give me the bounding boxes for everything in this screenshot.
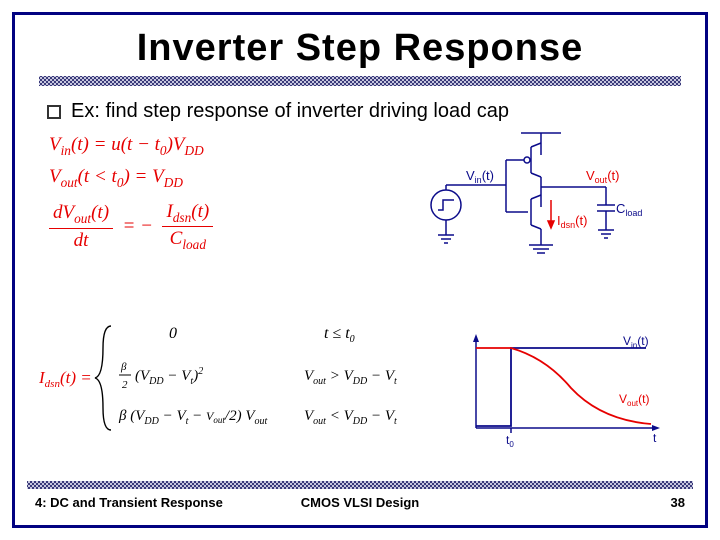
circuit-label-idsn: Idsn(t) — [557, 213, 587, 230]
title-separator — [39, 76, 681, 86]
circuit-diagram: Vin(t) Vout(t) Cload Idsn(t) — [411, 125, 651, 275]
slide-frame: Inverter Step Response Ex: find step res… — [12, 12, 708, 528]
svg-text:t ≤ t0: t ≤ t0 — [324, 325, 355, 345]
plot-label-vout: Vout(t) — [619, 392, 649, 408]
footer-center: CMOS VLSI Design — [27, 495, 693, 510]
svg-text:β (VDD − Vt − Vout/2) Vout: β (VDD − Vt − Vout/2) Vout — [118, 408, 267, 427]
svg-text:2: 2 — [122, 379, 128, 391]
bullet-text: Ex: find step response of inverter drivi… — [71, 100, 509, 123]
bullet-marker — [47, 105, 61, 119]
svg-text:0: 0 — [169, 325, 177, 342]
circuit-label-vout: Vout(t) — [586, 168, 619, 185]
equation-vout-initial: Vout(t < t0) = VDD — [49, 165, 349, 191]
equation-dvout-dt: dVout(t) dt = − Idsn(t) Cload — [49, 200, 349, 254]
piecewise-equation: Idsn(t) = 0 t ≤ t0 β 2 (VDD − Vt)2 Vout … — [39, 308, 469, 448]
svg-text:β: β — [120, 361, 127, 373]
circuit-label-vin: Vin(t) — [466, 168, 494, 185]
slide-footer: 4: DC and Transient Response 38 CMOS VLS… — [27, 481, 693, 511]
circuit-label-cload: Cload — [616, 201, 642, 218]
plot-label-vin: Vin(t) — [623, 334, 649, 350]
svg-text:Vout > VDD − Vt: Vout > VDD − Vt — [304, 368, 397, 387]
svg-text:(VDD − Vt)2: (VDD − Vt)2 — [135, 366, 203, 387]
plot-label-t: t — [653, 431, 657, 445]
slide-title: Inverter Step Response — [39, 27, 681, 70]
svg-text:Idsn(t) =: Idsn(t) = — [39, 368, 92, 390]
content-area: Vin(t) = u(t − t0)VDD Vout(t < t0) = VDD… — [39, 133, 681, 463]
svg-text:Vout < VDD − Vt: Vout < VDD − Vt — [304, 408, 397, 427]
response-plot: Vin(t) Vout(t) t0 t — [451, 328, 671, 448]
equation-vin: Vin(t) = u(t − t0)VDD — [49, 133, 349, 159]
equation-block: Vin(t) = u(t − t0)VDD Vout(t < t0) = VDD… — [49, 133, 349, 254]
footer-separator — [27, 481, 693, 489]
bullet-row: Ex: find step response of inverter drivi… — [39, 100, 681, 123]
plot-label-t0: t0 — [506, 433, 514, 448]
